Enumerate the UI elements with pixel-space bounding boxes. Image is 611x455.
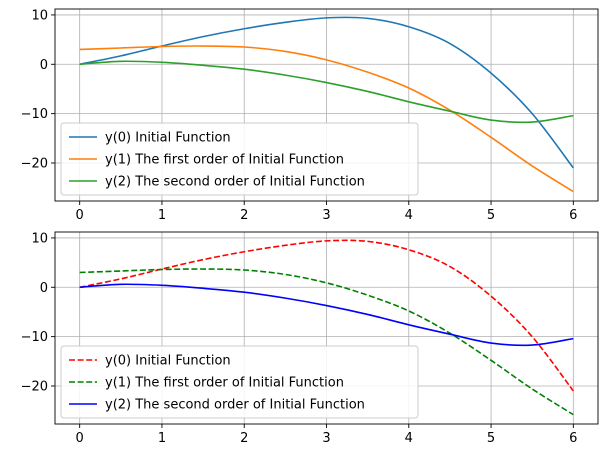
y-tick-label: 0 xyxy=(40,281,48,296)
x-tick-label: 2 xyxy=(240,208,248,223)
x-tick-label: 2 xyxy=(240,431,248,446)
legend-box xyxy=(60,122,419,196)
x-tick-label: 5 xyxy=(487,208,495,223)
series-line-1 xyxy=(79,45,574,193)
legend-label-2: y(2) The second order of Initial Functio… xyxy=(105,175,365,190)
legend-label-2: y(2) The second order of Initial Functio… xyxy=(105,398,365,413)
series-line-1 xyxy=(79,268,574,416)
y-tick-label: 10 xyxy=(31,8,48,23)
series-line-0 xyxy=(79,239,574,392)
legend-box xyxy=(60,345,419,419)
y-tick-label: −20 xyxy=(21,156,48,171)
y-tick-label: −10 xyxy=(21,107,48,122)
x-tick-label: 3 xyxy=(322,208,330,223)
x-tick-label: 6 xyxy=(569,431,577,446)
series-line-2 xyxy=(79,60,574,124)
legend: y(0) Initial Function y(1) The first orde… xyxy=(60,122,419,196)
x-tick-label: 3 xyxy=(322,431,330,446)
legend-label-0: y(0) Initial Function xyxy=(105,354,231,369)
x-tick-label: 6 xyxy=(569,208,577,223)
y-tick-label: −20 xyxy=(21,379,48,394)
x-tick-label: 0 xyxy=(76,208,84,223)
y-tick-label: 0 xyxy=(40,58,48,73)
x-tick-label: 1 xyxy=(158,431,166,446)
legend: y(0) Initial Function y(1) The first orde… xyxy=(60,345,419,419)
series-lines xyxy=(79,16,574,193)
legend-label-0: y(0) Initial Function xyxy=(105,131,231,146)
bottom-chart: 0 1 2 3 4 5 6 10 0 −10 −20 y(0) Initial Function y(1… xyxy=(21,231,599,446)
y-tick-label: 10 xyxy=(31,231,48,246)
x-tick-label: 5 xyxy=(487,431,495,446)
legend-label-1: y(1) The first order of Initial Function xyxy=(105,153,344,168)
series-lines xyxy=(79,239,574,416)
x-tick-label: 0 xyxy=(76,431,84,446)
x-tick-label: 4 xyxy=(405,208,413,223)
x-tick-label: 4 xyxy=(405,431,413,446)
top-chart: 0 1 2 3 4 5 6 10 0 −10 −20 y(0) Initial Function y(1… xyxy=(21,8,599,223)
x-tick-label: 1 xyxy=(158,208,166,223)
series-line-2 xyxy=(79,283,574,347)
legend-label-1: y(1) The first order of Initial Function xyxy=(105,376,344,391)
y-tick-label: −10 xyxy=(21,330,48,345)
